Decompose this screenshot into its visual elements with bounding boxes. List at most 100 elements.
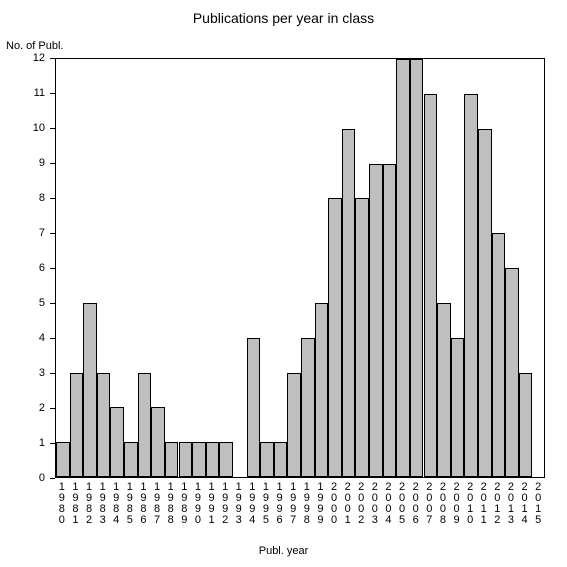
ytick-mark (50, 303, 55, 304)
bar (260, 442, 274, 477)
xtick-label: 1995 (259, 482, 273, 526)
ytick-label: 0 (0, 472, 45, 484)
xtick-label: 1982 (82, 482, 96, 526)
bar (219, 442, 233, 477)
bar (70, 373, 84, 478)
bar (410, 59, 424, 477)
xtick-label: 2015 (531, 482, 545, 526)
ytick-label: 5 (0, 297, 45, 309)
bar (478, 129, 492, 477)
xtick-label: 1989 (178, 482, 192, 526)
xtick-label: 2002 (354, 482, 368, 526)
ytick-label: 11 (0, 87, 45, 99)
plot-area (55, 58, 545, 478)
bar (110, 407, 124, 477)
bar (328, 198, 342, 477)
chart-container: Publications per year in class No. of Pu… (0, 0, 567, 567)
xtick-label: 2008 (436, 482, 450, 526)
ytick-mark (50, 478, 55, 479)
bar (56, 442, 70, 477)
bar (342, 129, 356, 477)
bar (437, 303, 451, 477)
chart-title: Publications per year in class (0, 10, 567, 26)
bar (206, 442, 220, 477)
bar (492, 233, 506, 477)
bar (355, 198, 369, 477)
xtick-label: 2003 (368, 482, 382, 526)
bar (519, 373, 533, 478)
ytick-label: 8 (0, 192, 45, 204)
ytick-label: 9 (0, 157, 45, 169)
bar (315, 303, 329, 477)
ytick-label: 4 (0, 332, 45, 344)
xtick-label: 1993 (232, 482, 246, 526)
ytick-mark (50, 408, 55, 409)
ytick-label: 3 (0, 367, 45, 379)
xtick-label: 1981 (69, 482, 83, 526)
xtick-label: 1985 (123, 482, 137, 526)
ytick-label: 7 (0, 227, 45, 239)
bar (138, 373, 152, 478)
xtick-label: 1996 (273, 482, 287, 526)
bar (383, 164, 397, 478)
ytick-label: 10 (0, 122, 45, 134)
ytick-label: 6 (0, 262, 45, 274)
ytick-label: 12 (0, 52, 45, 64)
bar (424, 94, 438, 477)
xtick-label: 1983 (96, 482, 110, 526)
bar (287, 373, 301, 478)
xtick-label: 1988 (164, 482, 178, 526)
bar (505, 268, 519, 477)
xtick-label: 1991 (205, 482, 219, 526)
bar (83, 303, 97, 477)
bar (97, 373, 111, 478)
ytick-label: 1 (0, 437, 45, 449)
ytick-mark (50, 198, 55, 199)
ytick-mark (50, 128, 55, 129)
xtick-label: 2014 (518, 482, 532, 526)
xtick-label: 1998 (300, 482, 314, 526)
ytick-mark (50, 268, 55, 269)
xtick-label: 2007 (423, 482, 437, 526)
ytick-label: 2 (0, 402, 45, 414)
xtick-label: 1999 (314, 482, 328, 526)
xtick-label: 2000 (327, 482, 341, 526)
xtick-label: 1994 (246, 482, 260, 526)
xtick-label: 1987 (150, 482, 164, 526)
bar (247, 338, 261, 477)
xtick-label: 2012 (491, 482, 505, 526)
bar (274, 442, 288, 477)
xtick-label: 2001 (341, 482, 355, 526)
ytick-mark (50, 58, 55, 59)
bar (124, 442, 138, 477)
xtick-label: 2006 (409, 482, 423, 526)
ytick-mark (50, 443, 55, 444)
xtick-label: 2005 (395, 482, 409, 526)
xtick-label: 2010 (463, 482, 477, 526)
ytick-mark (50, 163, 55, 164)
bar (301, 338, 315, 477)
bar (464, 94, 478, 477)
bar (369, 164, 383, 478)
xtick-label: 1986 (137, 482, 151, 526)
bar (165, 442, 179, 477)
xtick-label: 2004 (382, 482, 396, 526)
x-axis-label: Publ. year (0, 545, 567, 557)
xtick-label: 2009 (450, 482, 464, 526)
ytick-mark (50, 373, 55, 374)
bar (451, 338, 465, 477)
bar (396, 59, 410, 477)
xtick-label: 1984 (109, 482, 123, 526)
xtick-label: 1997 (286, 482, 300, 526)
xtick-label: 1980 (55, 482, 69, 526)
bar (192, 442, 206, 477)
xtick-label: 1990 (191, 482, 205, 526)
bar (151, 407, 165, 477)
y-axis-label: No. of Publ. (6, 40, 63, 52)
xtick-label: 2011 (477, 482, 491, 526)
xtick-label: 1992 (218, 482, 232, 526)
ytick-mark (50, 233, 55, 234)
ytick-mark (50, 93, 55, 94)
xtick-label: 2013 (504, 482, 518, 526)
ytick-mark (50, 338, 55, 339)
